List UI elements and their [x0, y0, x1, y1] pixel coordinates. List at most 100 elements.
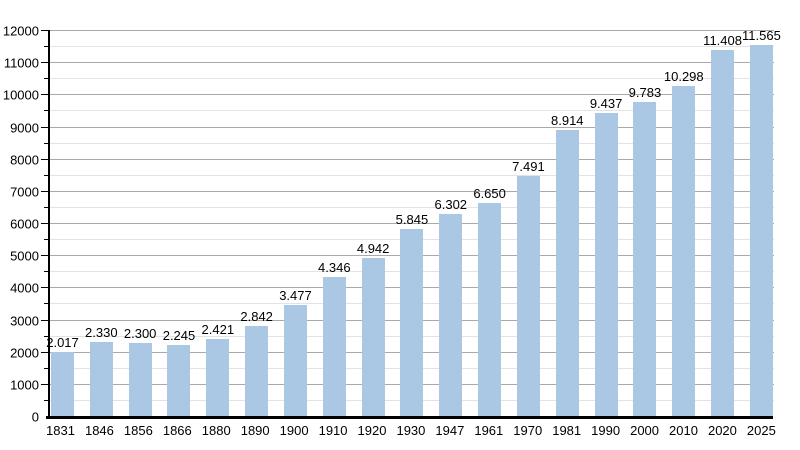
bar-value-label: 2.842: [240, 308, 273, 324]
x-axis-tick-label: 1866: [162, 423, 192, 438]
y-axis-major-tick: [41, 351, 50, 353]
bar-2025: 11.565: [742, 29, 781, 417]
y-axis-minor-tick: [44, 110, 50, 112]
minor-gridline: [50, 46, 774, 48]
x-axis-tick-label-slot: 2025: [747, 424, 776, 440]
y-axis-minor-tick: [44, 142, 50, 144]
bar-1910: 4.346: [318, 261, 351, 417]
y-axis-tick-label: 10000: [2, 87, 39, 103]
bar-slot: 3.477: [279, 31, 312, 417]
y-axis-tick-label: 12000: [2, 23, 39, 39]
x-axis-tick-label-slot: 2010: [669, 423, 698, 440]
x-axis-tick-label-slot: 1920: [358, 424, 387, 440]
bar-1866: 2.245: [163, 329, 195, 417]
y-axis-tick-label: 8000: [10, 152, 39, 168]
bar-1990: 9.437: [590, 97, 622, 417]
bar-slot: 11.565: [742, 29, 781, 417]
major-gridline: [50, 158, 774, 160]
y-axis-tick-label: 4000: [10, 280, 39, 296]
major-gridline: [50, 190, 774, 192]
bar-value-label: 2.017: [46, 335, 79, 351]
bar-slot: 2.421: [202, 31, 234, 417]
x-axis-tick-label: 2010: [669, 423, 698, 438]
y-axis-major-tick: [41, 94, 50, 96]
x-axis-tick-label: 1930: [396, 423, 426, 438]
bar-2010: 10.298: [664, 70, 704, 417]
minor-gridline: [50, 110, 774, 112]
bar-value-label: 9.783: [628, 85, 662, 101]
plot-area: 2.017 2.330 2.300 2.245 2.421 2.842 3.477 4.346…: [3, 25, 781, 424]
x-axis-tick-label-slot: 1846: [84, 423, 114, 440]
y-axis-tick-label: 5000: [10, 248, 39, 264]
bar-value-label: 11.565: [742, 28, 781, 43]
bar-slot: 2.842: [240, 31, 273, 417]
major-gridline: [50, 94, 774, 96]
x-axis-tick-label: 1856: [123, 423, 153, 438]
x-axis-tick-label-slot: 1880: [202, 424, 231, 440]
bar-slot: 6.302: [435, 31, 467, 417]
bar-value-label: 5.845: [395, 212, 429, 227]
y-axis-major-tick: [41, 190, 50, 192]
bar-slot: 7.491: [512, 31, 545, 417]
major-gridline: [50, 30, 774, 31]
bar-value-label: 9.437: [589, 96, 623, 112]
bar-slot: 2.245: [163, 31, 195, 417]
minor-gridline: [50, 78, 774, 80]
y-axis-major-tick: [41, 383, 50, 385]
bar-value-label: 11.408: [703, 33, 742, 49]
y-axis-tick-label: 3000: [10, 313, 39, 328]
major-gridline: [50, 62, 774, 64]
bar-2000: 9.783: [629, 86, 661, 417]
x-axis-tick-label: 1831: [46, 423, 75, 438]
bar-slot: 4.346: [318, 31, 351, 417]
x-axis-tick-label: 1947: [435, 423, 465, 438]
bar-1920: 4.942: [357, 242, 389, 417]
y-axis-tick-label: 0: [31, 409, 39, 425]
x-axis-tick-label: 1981: [552, 423, 582, 438]
y-axis-major-tick: [41, 287, 50, 289]
bar-slot: 2.300: [124, 31, 156, 417]
bar-1890: 2.842: [240, 310, 273, 417]
x-axis-tick-label: 2000: [630, 423, 660, 438]
bar-1970: 7.491: [512, 160, 545, 417]
bar-2020: 11.408: [703, 34, 742, 417]
bar-slot: 2.017: [46, 31, 79, 417]
bar-1900: 3.477: [279, 289, 312, 417]
x-axis-tick-label-slot: 1900: [280, 424, 309, 440]
bar-1880: 2.421: [202, 323, 234, 417]
bar-slot: 11.408: [703, 31, 742, 417]
x-axis-tick-label-slot: 1961: [474, 424, 503, 440]
y-axis-tick-label: 2000: [10, 345, 39, 361]
bar-value-label: 2.300: [123, 326, 157, 342]
x-axis-tick-label-slot: 1866: [162, 423, 192, 440]
y-axis-major-tick: [41, 255, 50, 257]
x-axis-tick-label-slot: 1910: [319, 424, 348, 440]
y-axis-minor-tick: [44, 367, 50, 369]
x-axis-tick-label-slot: 1970: [513, 424, 542, 440]
x-axis-tick-label-slot: 2020: [708, 424, 737, 440]
minor-gridline: [50, 174, 774, 176]
y-axis-minor-tick: [44, 174, 50, 176]
x-axis-tick-label-slot: 1890: [241, 424, 270, 440]
minor-gridline: [50, 206, 774, 208]
y-axis-minor-tick: [44, 239, 50, 241]
y-axis-minor-tick: [44, 303, 50, 305]
y-axis-tick-label: 1000: [10, 377, 39, 393]
x-axis-tick-label-slot: 1930: [396, 423, 426, 440]
x-axis-tick-label-slot: 1856: [123, 423, 153, 440]
bar-1846: 2.330: [85, 326, 118, 417]
x-axis-tick-label-slot: 2000: [630, 423, 660, 440]
bar-1831: 2.017: [46, 336, 79, 417]
bar-1947: 6.302: [435, 198, 467, 417]
bar-slot: 2.330: [85, 31, 118, 417]
bar-value-label: 2.245: [162, 327, 196, 343]
y-axis-tick-label: 7000: [10, 184, 39, 200]
x-axis-tick-label-slot: 1990: [591, 424, 620, 440]
bar-value-label: 7.491: [512, 159, 545, 175]
bar-value-label: 4.942: [356, 241, 390, 257]
y-axis-minor-tick: [44, 46, 50, 48]
y-axis-major-tick: [41, 126, 50, 128]
x-axis-tick-label: 1846: [84, 423, 114, 438]
y-axis-minor-tick: [44, 271, 50, 273]
bar-slot: 8.914: [551, 31, 584, 417]
